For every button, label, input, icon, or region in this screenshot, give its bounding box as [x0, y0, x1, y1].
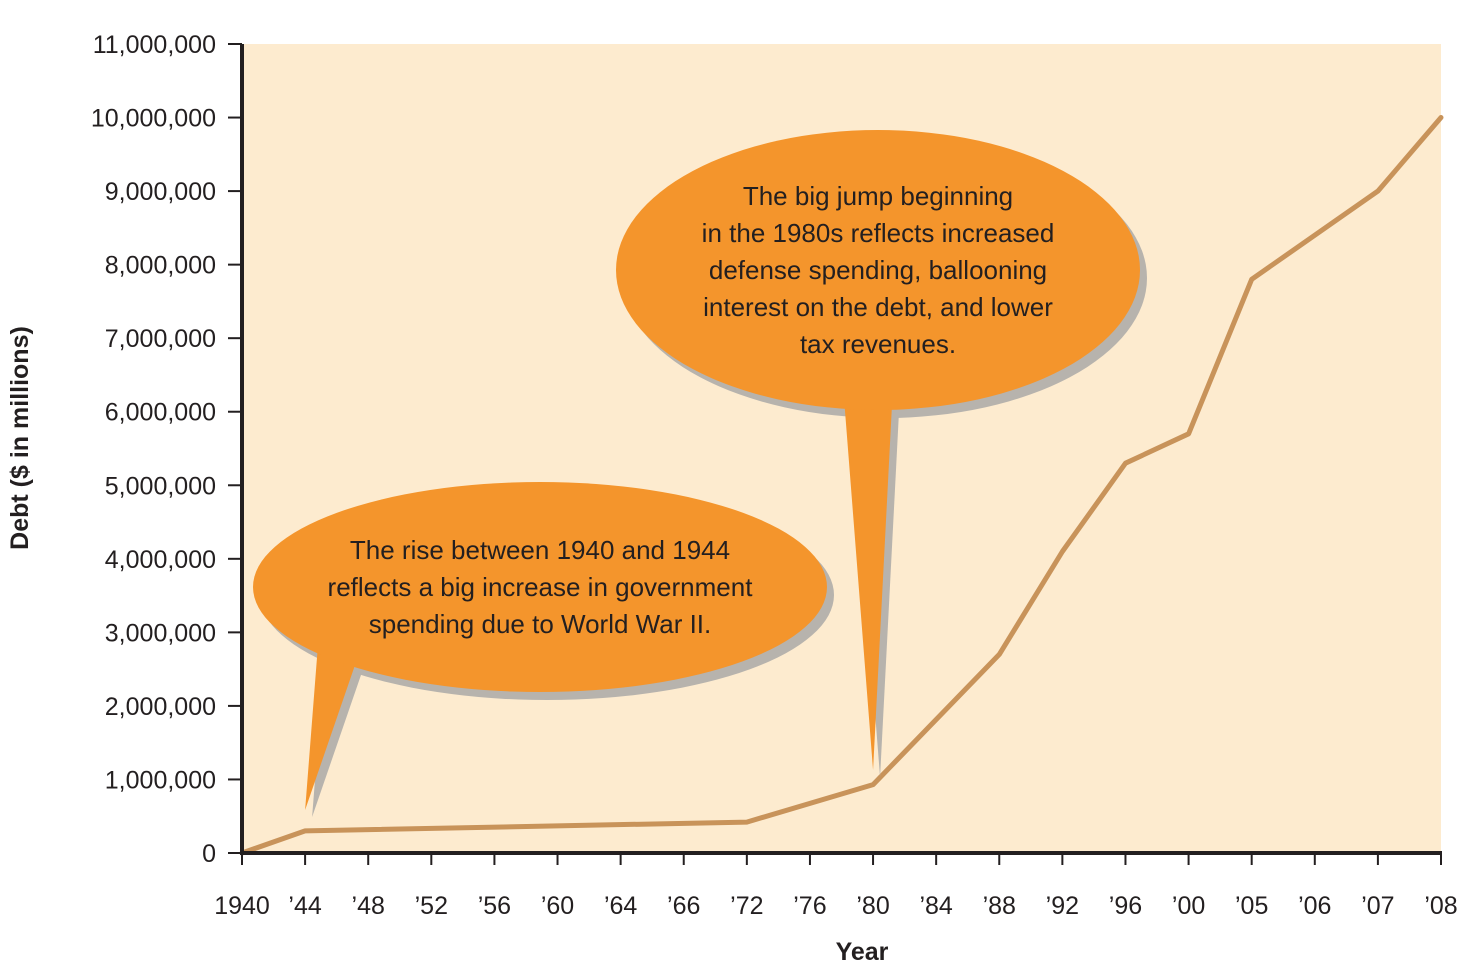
x-tick-label: ’07	[1361, 892, 1394, 920]
x-tick-label: ’96	[1109, 892, 1142, 920]
x-tick-label: ’06	[1298, 892, 1331, 920]
x-tick-label: ’48	[352, 892, 385, 920]
x-tick-label: ’72	[730, 892, 763, 920]
callout-text-line: reflects a big increase in government	[328, 572, 754, 602]
y-tick-label: 11,000,000	[93, 31, 216, 59]
callout-bubble	[616, 130, 1140, 410]
x-tick-label: ’88	[983, 892, 1016, 920]
callout-text-line: tax revenues.	[800, 329, 956, 359]
callout-tail	[305, 644, 362, 810]
y-tick-label: 10,000,000	[91, 105, 216, 133]
y-tick-label: 0	[202, 840, 216, 868]
data-layer	[239, 115, 1444, 856]
x-tick-label: ’66	[667, 892, 700, 920]
x-tick-label: ’00	[1172, 892, 1205, 920]
callout-bubble	[253, 482, 827, 692]
x-axis-title: Year	[836, 938, 889, 966]
x-tick-label: ’05	[1235, 892, 1268, 920]
x-tick-label: ’80	[856, 892, 889, 920]
x-tick-label: ’08	[1424, 892, 1457, 920]
x-tick-label: ’60	[541, 892, 574, 920]
x-tick-label: ’76	[793, 892, 826, 920]
y-tick-label: 9,000,000	[105, 178, 216, 206]
x-tick-label: ’92	[1046, 892, 1079, 920]
x-tick-label: ’64	[604, 892, 637, 920]
y-tick-label: 3,000,000	[105, 619, 216, 647]
x-tick-label: ’44	[288, 892, 321, 920]
callout-1: The big jump beginning in the 1980s refle…	[616, 130, 1147, 777]
callout-tail	[840, 347, 895, 770]
y-tick-label: 2,000,000	[105, 693, 216, 721]
callout-text-line: spending due to World War II.	[369, 609, 712, 639]
callout-0: The rise between 1940 and 1944 reflects a…	[253, 482, 834, 817]
y-axis-title: Debt ($ in millions)	[6, 326, 34, 550]
callout-text-line: The big jump beginning	[743, 181, 1013, 211]
x-tick-label: ’52	[415, 892, 448, 920]
y-tick-label: 4,000,000	[105, 546, 216, 574]
y-tick-label: 5,000,000	[105, 472, 216, 500]
x-tick-label: ’56	[478, 892, 511, 920]
callout-text-line: in the 1980s reflects increased	[702, 218, 1055, 248]
y-tick-label: 8,000,000	[105, 252, 216, 280]
x-tick-label: ’84	[919, 892, 952, 920]
callout-text-line: defense spending, ballooning	[709, 255, 1047, 285]
y-tick-label: 6,000,000	[105, 399, 216, 427]
callout-text-line: The rise between 1940 and 1944	[350, 535, 730, 565]
callout-text-line: interest on the debt, and lower	[703, 292, 1053, 322]
callouts: The rise between 1940 and 1944 reflects a…	[253, 130, 1147, 817]
y-tick-label: 1,000,000	[105, 766, 216, 794]
y-tick-label: 7,000,000	[105, 325, 216, 353]
series-line-0	[239, 115, 1444, 856]
axes: 0 1,000,000 2,000,000 3,000,000 4,000,000 5,0…	[91, 31, 1458, 920]
labels: Year Debt ($ in millions)	[6, 326, 889, 966]
x-tick-label: 1940	[214, 892, 270, 920]
